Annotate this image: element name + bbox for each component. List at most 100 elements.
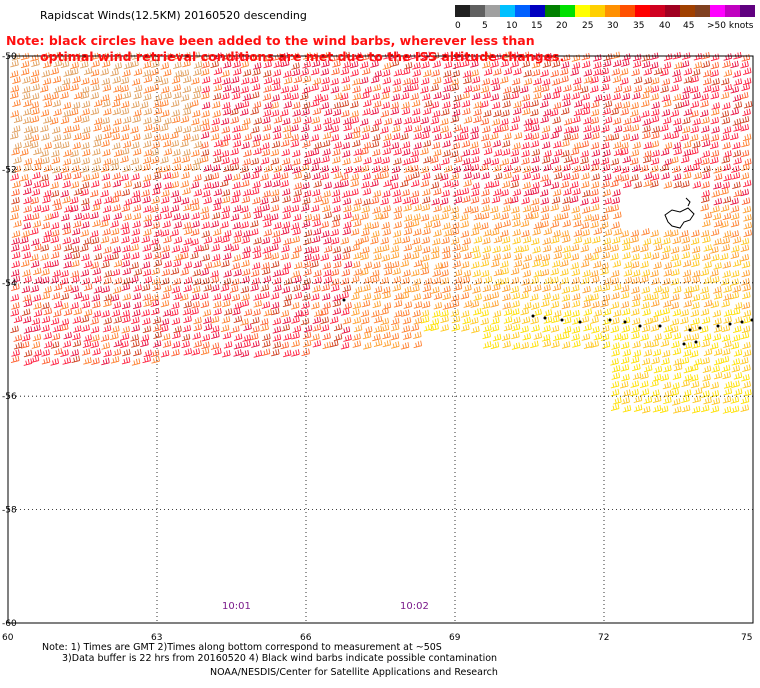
wind-barb <box>373 252 382 261</box>
wind-barb <box>433 91 442 100</box>
wind-barb <box>153 229 163 237</box>
wind-barb <box>471 172 481 180</box>
wind-barb <box>343 166 353 174</box>
wind-barb <box>450 78 459 86</box>
wind-barb <box>11 125 21 133</box>
wind-barb <box>223 270 232 278</box>
wind-barb <box>630 356 640 364</box>
wind-barb <box>130 60 139 68</box>
wind-barb <box>213 84 223 92</box>
wind-barb <box>229 285 239 293</box>
wind-barb <box>713 238 722 246</box>
wind-barb <box>130 243 139 252</box>
wind-barb <box>643 172 653 180</box>
wind-barb <box>191 118 200 126</box>
wind-barb <box>69 196 79 205</box>
wind-barb <box>353 165 362 174</box>
wind-barb <box>142 69 152 78</box>
wind-barb <box>221 316 231 324</box>
wind-barb <box>420 86 429 94</box>
wind-barb <box>141 189 150 197</box>
wind-barb <box>672 372 682 380</box>
wind-barb <box>113 259 123 268</box>
wind-barb <box>52 269 61 278</box>
wind-barb <box>571 92 580 100</box>
wind-barb <box>121 283 131 291</box>
contamination-circle <box>688 328 692 332</box>
wind-barb <box>313 195 323 204</box>
wind-barb <box>450 309 460 317</box>
wind-barb <box>410 92 419 101</box>
wind-barb <box>252 101 262 109</box>
wind-barb <box>203 323 213 331</box>
wind-barb <box>451 142 461 150</box>
wind-barb <box>403 332 412 340</box>
wind-barb <box>692 118 701 126</box>
wind-barb <box>90 172 100 180</box>
wind-barb <box>183 237 192 246</box>
wind-barb <box>650 173 660 181</box>
wind-barb <box>211 244 220 252</box>
wind-barb <box>262 333 271 342</box>
wind-barb <box>510 267 520 276</box>
wind-barb <box>583 341 593 350</box>
wind-barb <box>142 163 151 172</box>
wind-barb <box>83 283 93 291</box>
wind-barb <box>413 203 422 212</box>
wind-barb <box>170 190 180 198</box>
wind-barb <box>263 180 272 189</box>
wind-barb <box>603 197 612 206</box>
wind-barb <box>662 237 671 245</box>
wind-barb <box>383 261 392 270</box>
wind-barb <box>721 334 731 342</box>
wind-barb <box>692 395 701 404</box>
wind-barb <box>91 60 100 68</box>
wind-barb <box>342 246 352 254</box>
wind-barb <box>673 124 683 133</box>
wind-barb <box>560 259 569 268</box>
wind-barb <box>401 235 411 244</box>
wind-barb <box>271 307 280 316</box>
wind-barb <box>301 124 310 133</box>
legend-swatch <box>710 5 725 17</box>
wind-barb <box>453 196 463 204</box>
wind-barb <box>521 51 530 60</box>
wind-barb <box>642 340 652 349</box>
wind-barb <box>370 179 379 188</box>
wind-barb <box>510 276 520 285</box>
wind-barb <box>450 212 460 221</box>
wind-barb <box>102 254 112 262</box>
wind-barb <box>361 228 370 237</box>
wind-barb <box>721 244 730 252</box>
wind-barb <box>672 347 682 356</box>
wind-barb <box>62 132 72 141</box>
wind-barb <box>661 78 671 86</box>
wind-barb <box>742 179 752 188</box>
wind-barb <box>201 61 210 69</box>
wind-barb <box>492 164 502 172</box>
wind-barb <box>461 276 471 284</box>
wind-barb <box>683 374 692 382</box>
wind-barb <box>651 125 661 134</box>
wind-barb <box>23 299 33 308</box>
wind-barb <box>311 301 320 310</box>
wind-barb <box>480 100 489 108</box>
wind-barb <box>63 308 73 317</box>
wind-barb <box>241 259 250 268</box>
wind-barb <box>292 158 301 166</box>
wind-barb <box>702 365 712 373</box>
wind-barb <box>182 307 192 316</box>
wind-barb <box>430 181 440 190</box>
wind-barb <box>651 299 660 308</box>
wind-barb <box>632 340 641 349</box>
wind-barb <box>93 99 103 108</box>
wind-barb <box>653 285 662 294</box>
wind-barb <box>210 315 220 324</box>
wind-barb <box>273 116 283 124</box>
wind-barb <box>40 244 50 252</box>
wind-barb <box>310 164 320 172</box>
wind-barb <box>510 156 519 165</box>
wind-barb <box>591 149 601 157</box>
contamination-circle <box>682 342 686 346</box>
wind-barb <box>383 133 392 141</box>
